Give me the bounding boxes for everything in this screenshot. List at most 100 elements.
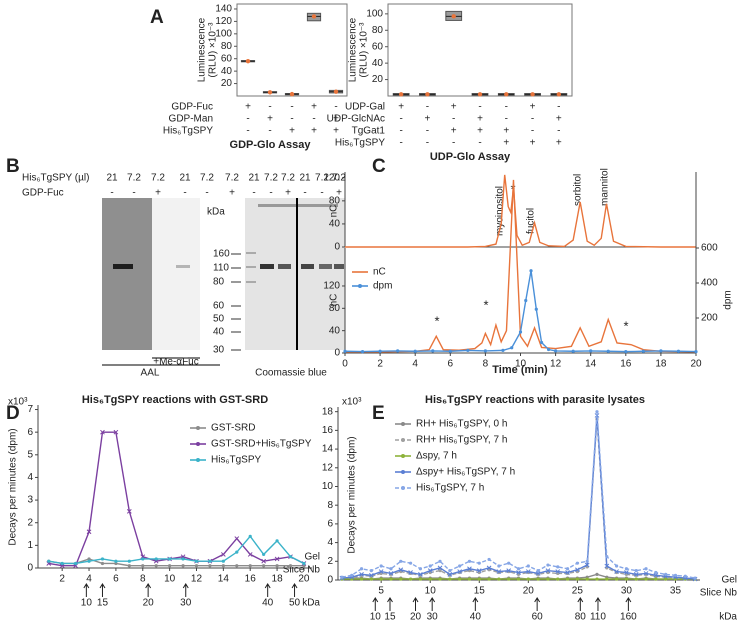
row-label: GDP-Fuc [171,102,213,113]
marker [369,572,374,578]
marker [408,561,413,565]
y-tick-label: 14 [322,444,334,455]
legend-marker [401,486,405,490]
legend-label: RH+ His₆TgSPY, 0 h [416,419,507,430]
marker [466,348,470,352]
annotation: mannitol [600,168,611,206]
y-tick-label: 80 [372,25,384,36]
coomassie-gel [245,198,345,350]
marker [624,350,628,354]
row-mark: - [505,114,508,125]
y-tick-label: 6 [27,427,33,438]
row-mark: - [246,126,249,137]
panel-label: D [6,403,20,424]
series-line [48,558,304,567]
row-mark: + [451,102,457,113]
marker [546,347,551,352]
y-tick-label: 5 [27,449,33,460]
y2-axis-label: dpm [723,290,734,309]
marker [575,567,580,573]
marker [181,557,185,561]
row-mark: - [312,114,315,125]
marker [535,571,541,576]
row-mark: - [246,114,249,125]
marker [288,564,293,568]
marker [396,349,400,353]
row-mark: - [399,138,402,149]
x-axis-label: Gel [304,552,320,563]
kda-label: 10 [81,598,93,609]
series-line [345,174,696,248]
marker [141,564,145,568]
row-mark: + [425,114,431,125]
gel-band [301,264,314,269]
marker-label: 160 [213,249,230,260]
annotation: * [623,318,628,333]
legend-marker [196,442,200,446]
point [451,14,456,19]
marker [398,567,404,573]
marker [501,348,505,352]
kda-arrow [412,597,419,611]
y-axis-label: nC [329,294,340,307]
y-tick-label: 0 [327,575,333,586]
kda-arrow [577,597,584,611]
chart-title: His₆TgSPY reactions with parasite lysate… [425,394,645,406]
lane-label: 21 [248,173,260,184]
marker [507,561,511,565]
lane-label: 7.2 [151,173,165,184]
kda-arrow [429,597,436,611]
plot-frame [387,3,573,97]
lane-label: + [155,188,161,199]
x-tick-label: 18 [655,359,667,370]
marker [584,562,590,568]
point [333,89,339,94]
marker [448,577,452,581]
row-mark: + [398,102,404,113]
legend-marker [196,458,200,462]
lane-label: 7.2 [264,173,278,184]
marker [659,349,663,353]
kda-arrow [472,597,479,611]
kda-label: 110 [590,612,606,623]
legend-label: GST-SRD [211,423,255,434]
y-axis-label: Luminescence [348,17,359,82]
marker [126,509,132,514]
lane-label: 21 [179,173,191,184]
row-mark: - [290,114,293,125]
series-line [341,415,696,580]
marker [100,429,105,435]
lane-label: - [320,188,323,199]
marker [369,569,373,573]
marker [47,559,51,563]
marker [467,566,472,572]
marker-label: 80 [213,277,225,288]
x-tick-label: 10 [425,586,437,597]
marker [476,568,482,574]
series-line [48,431,305,567]
point [504,92,509,97]
x-tick-label: 10 [164,574,176,585]
row-mark: + [333,126,339,137]
row-mark: - [531,126,534,137]
series-line [345,179,697,353]
point [267,90,273,95]
marker [302,561,306,566]
row-mark: - [426,138,429,149]
row-mark: - [426,126,429,137]
row-mark: + [556,138,562,149]
lane-label: 7.2 [200,173,214,184]
row-mark: + [503,138,509,149]
y-tick-label: 12 [322,462,334,473]
lane-label: 21 [299,173,311,184]
y-tick-label: 0 [334,242,340,253]
marker [247,552,253,557]
x-tick-label: 5 [378,586,384,597]
lane-label: - [269,188,272,199]
marker [565,577,570,581]
row-mark: + [503,126,509,137]
x-tick-label: 2 [59,574,65,585]
marker [664,572,668,576]
marker [168,564,172,568]
lane-label: 7.2 [315,173,329,184]
